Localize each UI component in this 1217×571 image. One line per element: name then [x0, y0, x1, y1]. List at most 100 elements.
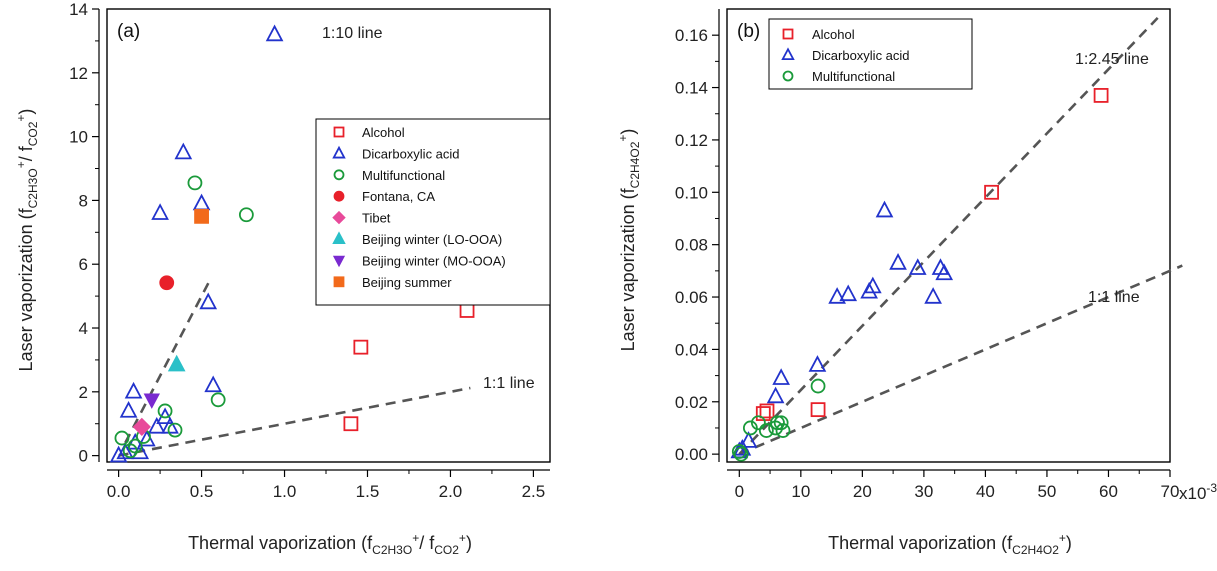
- axis-label-part: 2: [1052, 543, 1059, 557]
- legend-entry: Tibet: [362, 211, 391, 226]
- point-dicarboxylic-acid: [265, 24, 284, 42]
- legend-marker-dicarboxylic-acid: [332, 145, 346, 159]
- point-dicarboxylic-acid: [889, 253, 907, 270]
- panel-b-chart: 0 10 20 30 40 50 60 70 0.00 0.02 0.04 0.06 0.08 0.10 0…: [616, 8, 1217, 557]
- axis-label-part: C: [1012, 543, 1021, 557]
- point-multifunctional: [750, 415, 766, 431]
- point-multifunctional: [238, 207, 254, 223]
- y-tick-label: 0: [79, 447, 88, 466]
- x-tick-label: 1.5: [356, 482, 380, 501]
- legend-entry: Alcohol: [812, 27, 855, 42]
- y-tick-label: 12: [69, 64, 88, 83]
- axis-label-part: ): [1066, 533, 1072, 553]
- axis-label-part: / f: [419, 533, 435, 553]
- legend-marker-multifunctional: [333, 169, 345, 181]
- axis-label-part: 2: [381, 543, 388, 557]
- point-alcohol: [759, 403, 775, 419]
- point-multifunctional: [775, 423, 791, 438]
- point-fontana-ca: [159, 275, 175, 291]
- point-alcohol: [755, 406, 771, 421]
- legend-marker-alcohol: [782, 28, 794, 40]
- axis-label-part: H: [628, 164, 642, 173]
- axis-label-part: O: [1043, 543, 1052, 557]
- x-tick-label: 70: [1161, 482, 1180, 501]
- x-axis-title: Thermal vaporization (fC2H3O+/ fCO2+): [188, 531, 472, 557]
- point-multifunctional: [731, 444, 747, 459]
- point-multifunctional: [733, 446, 749, 462]
- point-dicarboxylic-acid: [860, 281, 878, 299]
- point-dicarboxylic-acid: [147, 416, 166, 434]
- axis-label-part: Thermal vaporization (f: [828, 533, 1013, 553]
- y-tick-label: 0.14: [675, 79, 708, 98]
- legend-entry: Beijing summer: [362, 275, 452, 290]
- axis-label-part: 2: [628, 141, 642, 148]
- point-dicarboxylic-acid: [839, 284, 858, 302]
- axis-label-part: O: [403, 543, 412, 557]
- axis-label-part: Laser vaporization (f: [16, 207, 36, 371]
- axis-label-part: Thermal vaporization (f: [188, 533, 373, 553]
- legend-box: [315, 118, 551, 306]
- axis-label-part: 2: [1021, 543, 1028, 557]
- point-multifunctional: [127, 438, 143, 454]
- y-tick-label: 0.00: [675, 445, 708, 464]
- axis-label-part: / f: [16, 145, 36, 161]
- legend: Alcohol Dicarboxylic acid Multifunctional: [768, 18, 973, 90]
- point-dicarboxylic-acid: [828, 287, 846, 304]
- legend-marker-fontana-ca: [333, 190, 345, 202]
- legend-marker-alcohol: [333, 126, 345, 138]
- point-alcohol: [343, 416, 359, 432]
- axis-label-part: 2: [628, 173, 642, 180]
- y-tick-label: 4: [79, 319, 88, 338]
- legend-box: [768, 18, 973, 90]
- legend-marker-beijing-winter-lo-ooa: [332, 231, 346, 245]
- reference-line-label: 1:1 line: [483, 375, 535, 392]
- y-tick-label: 8: [79, 191, 88, 210]
- point-alcohol: [984, 184, 999, 200]
- point-dicarboxylic-acid: [908, 258, 927, 275]
- axis-label-part: 3: [396, 543, 403, 557]
- legend-entry: Beijing winter (LO-OOA): [362, 232, 502, 247]
- y-tick-label: 0.02: [675, 393, 708, 412]
- point-multifunctional: [810, 378, 826, 394]
- y-tick-label: 0.08: [675, 236, 708, 255]
- y-tick-label: 0.12: [675, 131, 708, 150]
- axis-label-part: +: [459, 531, 466, 545]
- axis-label-part: C: [372, 543, 381, 557]
- point-dicarboxylic-acid: [924, 287, 942, 304]
- axis-label-part: CO: [434, 543, 452, 557]
- legend-entry: Fontana, CA: [362, 189, 435, 204]
- point-dicarboxylic-acid: [739, 431, 758, 448]
- x-tick-label: 60: [1099, 482, 1118, 501]
- reference-line-1-1-line: [118, 386, 471, 457]
- axis-label-part: O: [26, 168, 40, 177]
- point-alcohol: [1093, 88, 1109, 103]
- point-multifunctional: [742, 420, 758, 436]
- legend-marker-beijing-summer: [333, 276, 345, 288]
- reference-line-label: 1:2.45 line: [1075, 51, 1149, 68]
- axis-label-part: 2: [452, 543, 459, 557]
- point-alcohol: [459, 303, 475, 318]
- axis-label-part: ): [16, 109, 36, 115]
- y-axis-title: Laser vaporization (fC2H4O2+): [616, 129, 642, 352]
- axis-label-part: 2: [26, 121, 40, 128]
- axis-label-part: 3: [26, 177, 40, 184]
- multiplier-exponent: -3: [1206, 481, 1217, 495]
- y-tick-label: 10: [69, 128, 88, 147]
- point-dicarboxylic-acid: [808, 355, 827, 372]
- legend-entry: Multifunctional: [812, 69, 895, 84]
- legend-entry: Alcohol: [362, 125, 405, 140]
- x-axis-multiplier: x10-3: [1179, 481, 1217, 503]
- point-dicarboxylic-acid: [174, 142, 193, 160]
- legend-marker-tibet: [332, 210, 346, 225]
- point-dicarboxylic-acid: [119, 400, 138, 418]
- x-tick-label: 10: [791, 482, 810, 501]
- legend-entry: Dicarboxylic acid: [812, 48, 910, 63]
- axis-label-part: +: [1059, 531, 1066, 545]
- point-multifunctional: [157, 403, 173, 419]
- plot-frame: [726, 8, 1171, 463]
- point-multifunctional: [187, 175, 203, 191]
- reference-line-1-1-line: [738, 264, 1183, 456]
- reference-line-1-10-line: [124, 279, 212, 444]
- axis-label-part: O: [628, 148, 642, 157]
